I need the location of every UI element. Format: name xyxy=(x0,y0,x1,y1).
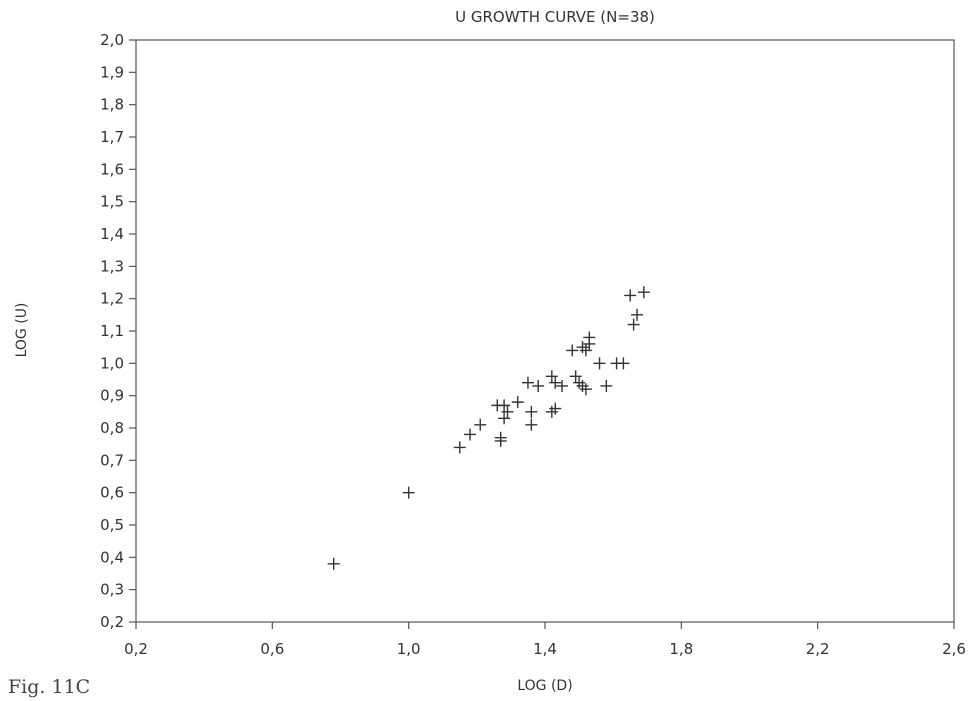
y-tick-label: 0,3 xyxy=(100,581,124,599)
x-tick-label: 1,8 xyxy=(669,640,693,658)
y-tick-label: 2,0 xyxy=(100,31,124,49)
data-point-marker xyxy=(494,434,507,447)
data-point-marker xyxy=(464,428,477,441)
chart-title: U GROWTH CURVE (N=38) xyxy=(455,8,655,26)
y-tick-label: 1,0 xyxy=(100,354,124,372)
data-point-marker xyxy=(498,399,511,412)
data-point-marker xyxy=(501,405,514,418)
y-tick-label: 1,9 xyxy=(100,63,124,81)
y-tick-label: 0,9 xyxy=(100,387,124,405)
data-point-marker xyxy=(545,370,558,383)
data-point-marker xyxy=(327,557,340,570)
figure-label: Fig. 11C xyxy=(8,676,91,698)
y-tick-label: 0,8 xyxy=(100,419,124,437)
data-point-marker xyxy=(627,318,640,331)
x-tick-label: 0,6 xyxy=(260,640,284,658)
x-tick-label: 0,2 xyxy=(124,640,148,658)
data-point-marker xyxy=(511,396,524,409)
y-tick-label: 1,1 xyxy=(100,322,124,340)
plot-frame xyxy=(135,39,955,623)
y-tick-label: 1,5 xyxy=(100,193,124,211)
x-axis: 0,2 0,6 1,0 1,4 1,8 2,2 2,6 xyxy=(124,622,966,658)
data-point-marker xyxy=(573,376,586,389)
data-point-marker xyxy=(525,418,538,431)
x-tick-label: 1,0 xyxy=(397,640,421,658)
y-tick-label: 1,4 xyxy=(100,225,124,243)
y-tick-label: 0,2 xyxy=(100,613,124,631)
y-tick-label: 0,7 xyxy=(100,451,124,469)
data-point-marker xyxy=(637,286,650,299)
data-point-marker xyxy=(576,341,589,354)
data-points xyxy=(327,286,650,570)
y-tick-label: 1,8 xyxy=(100,96,124,114)
data-point-marker xyxy=(631,308,644,321)
data-point-marker xyxy=(521,376,534,389)
data-point-marker xyxy=(402,486,415,499)
y-tick-label: 1,3 xyxy=(100,257,124,275)
y-tick-label: 1,2 xyxy=(100,290,124,308)
x-tick-label: 1,4 xyxy=(533,640,557,658)
data-point-marker xyxy=(549,402,562,415)
x-tick-label: 2,2 xyxy=(806,640,830,658)
data-point-marker xyxy=(583,331,596,344)
y-tick-label: 0,5 xyxy=(100,516,124,534)
data-point-marker xyxy=(576,379,589,392)
x-tick-label: 2,6 xyxy=(942,640,966,658)
data-point-marker xyxy=(569,370,582,383)
data-point-marker xyxy=(498,412,511,425)
data-point-marker xyxy=(525,405,538,418)
y-axis: 0,2 0,3 0,4 0,5 0,6 0,7 0,8 0,9 1,0 1,1 1,2 1,3 1,4 1… xyxy=(100,31,136,631)
y-tick-label: 0,6 xyxy=(100,484,124,502)
data-point-marker xyxy=(617,357,630,370)
data-point-marker xyxy=(624,289,637,302)
data-point-marker xyxy=(532,379,545,392)
data-point-marker xyxy=(566,344,579,357)
x-axis-label: LOG (D) xyxy=(517,678,572,694)
data-point-marker xyxy=(593,357,606,370)
data-point-marker xyxy=(579,383,592,396)
y-tick-label: 1,7 xyxy=(100,128,124,146)
data-point-marker xyxy=(474,418,487,431)
y-tick-label: 0,4 xyxy=(100,548,124,566)
data-point-marker xyxy=(545,405,558,418)
data-point-marker xyxy=(549,376,562,389)
y-axis-label: LOG (U) xyxy=(14,303,30,358)
data-point-marker xyxy=(453,441,466,454)
data-point-marker xyxy=(579,344,592,357)
y-tick-label: 1,6 xyxy=(100,160,124,178)
data-point-marker xyxy=(556,379,569,392)
data-point-marker xyxy=(600,379,613,392)
